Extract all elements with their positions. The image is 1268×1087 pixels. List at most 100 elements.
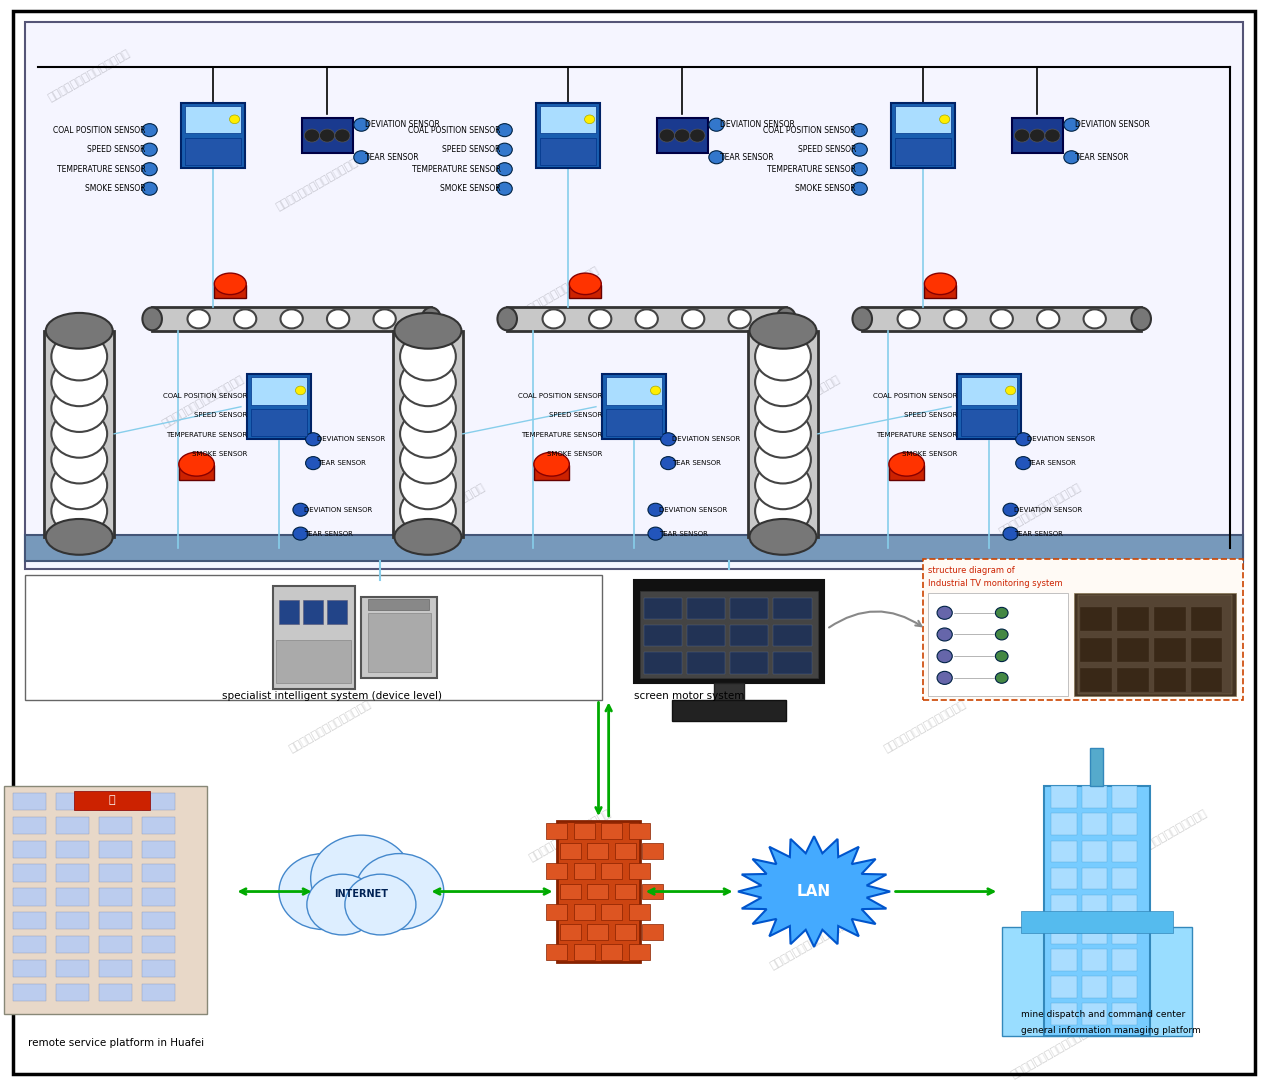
Circle shape: [401, 384, 456, 432]
Bar: [142, 960, 175, 977]
Bar: [25, 22, 1243, 570]
Circle shape: [497, 124, 512, 137]
Circle shape: [1006, 386, 1016, 395]
Text: Industrial TV monitoring system: Industrial TV monitoring system: [928, 579, 1063, 588]
Bar: [1154, 608, 1186, 632]
Bar: [56, 792, 89, 810]
Text: SMOKE SENSOR: SMOKE SENSOR: [191, 451, 247, 458]
Text: 集作华飞电子电器股份有限公司: 集作华飞电子电器股份有限公司: [768, 916, 855, 971]
Text: SPEED SENSOR: SPEED SENSOR: [194, 412, 247, 418]
Bar: [99, 936, 132, 953]
Ellipse shape: [142, 308, 162, 330]
Circle shape: [1084, 310, 1106, 328]
Circle shape: [1016, 433, 1031, 446]
Bar: [185, 138, 241, 165]
Bar: [142, 864, 175, 882]
Bar: [748, 330, 818, 537]
Ellipse shape: [852, 308, 872, 330]
Bar: [1082, 949, 1107, 971]
Circle shape: [51, 462, 107, 509]
Bar: [602, 374, 666, 439]
Bar: [547, 903, 567, 920]
Bar: [142, 912, 175, 929]
Bar: [629, 823, 649, 839]
Text: COAL POSITION SENSOR: COAL POSITION SENSOR: [517, 392, 602, 399]
Bar: [74, 790, 150, 810]
Bar: [640, 591, 818, 678]
Bar: [142, 936, 175, 953]
Circle shape: [937, 672, 952, 685]
Circle shape: [937, 650, 952, 663]
Bar: [56, 984, 89, 1001]
Bar: [601, 823, 623, 839]
Bar: [1002, 927, 1192, 1036]
Circle shape: [320, 129, 335, 142]
Text: DEVIATION SENSOR: DEVIATION SENSOR: [1027, 436, 1096, 442]
Text: 集作华飞电子电器股份有限公司: 集作华飞电子电器股份有限公司: [997, 483, 1083, 537]
Bar: [928, 594, 1068, 697]
Bar: [601, 945, 623, 960]
Bar: [56, 912, 89, 929]
Bar: [1044, 786, 1150, 1036]
Circle shape: [1016, 457, 1031, 470]
Text: SMOKE SENSOR: SMOKE SENSOR: [85, 184, 146, 193]
Ellipse shape: [497, 308, 517, 330]
Circle shape: [990, 310, 1013, 328]
Bar: [152, 307, 431, 330]
Bar: [1080, 638, 1112, 662]
Bar: [1154, 638, 1186, 662]
Bar: [573, 903, 595, 920]
Bar: [957, 374, 1021, 439]
Bar: [1112, 867, 1137, 889]
Text: 华: 华: [108, 796, 115, 805]
Bar: [1082, 867, 1107, 889]
Text: SMOKE SENSOR: SMOKE SENSOR: [440, 184, 501, 193]
Text: TEAR SENSOR: TEAR SENSOR: [720, 153, 773, 162]
Bar: [569, 285, 601, 299]
Circle shape: [898, 310, 919, 328]
Text: screen motor system: screen motor system: [634, 691, 744, 701]
Bar: [629, 945, 649, 960]
Text: 集作华飞电子电器股份有限公司: 集作华飞电子电器股份有限公司: [46, 590, 132, 646]
Circle shape: [754, 487, 810, 535]
Circle shape: [307, 874, 378, 935]
Bar: [601, 863, 623, 879]
Text: INTERNET: INTERNET: [335, 889, 388, 899]
Bar: [687, 652, 725, 674]
Bar: [642, 924, 663, 940]
Circle shape: [1064, 151, 1079, 164]
Bar: [587, 884, 609, 899]
Circle shape: [937, 607, 952, 620]
Bar: [644, 598, 682, 620]
Text: COAL POSITION SENSOR: COAL POSITION SENSOR: [162, 392, 247, 399]
Bar: [247, 374, 311, 439]
Bar: [1112, 895, 1137, 916]
Circle shape: [1014, 129, 1030, 142]
Bar: [1117, 638, 1149, 662]
Bar: [587, 924, 609, 940]
Ellipse shape: [46, 518, 113, 554]
Circle shape: [995, 651, 1008, 662]
Bar: [773, 652, 812, 674]
Text: 集作华飞电子电器股份有限公司: 集作华飞电子电器股份有限公司: [1009, 1025, 1096, 1079]
Ellipse shape: [46, 313, 113, 349]
Circle shape: [682, 310, 704, 328]
Bar: [540, 107, 596, 134]
Circle shape: [852, 183, 867, 196]
Circle shape: [401, 410, 456, 458]
Bar: [142, 816, 175, 834]
Text: DEVIATION SENSOR: DEVIATION SENSOR: [720, 121, 795, 129]
Bar: [56, 960, 89, 977]
Bar: [1051, 786, 1077, 808]
Ellipse shape: [749, 518, 817, 554]
Bar: [56, 888, 89, 905]
Bar: [601, 903, 623, 920]
Circle shape: [1030, 129, 1045, 142]
Ellipse shape: [394, 313, 462, 349]
Bar: [99, 984, 132, 1001]
Bar: [1021, 911, 1173, 933]
Bar: [181, 103, 245, 168]
Circle shape: [327, 310, 349, 328]
Circle shape: [661, 457, 676, 470]
Bar: [251, 409, 307, 436]
